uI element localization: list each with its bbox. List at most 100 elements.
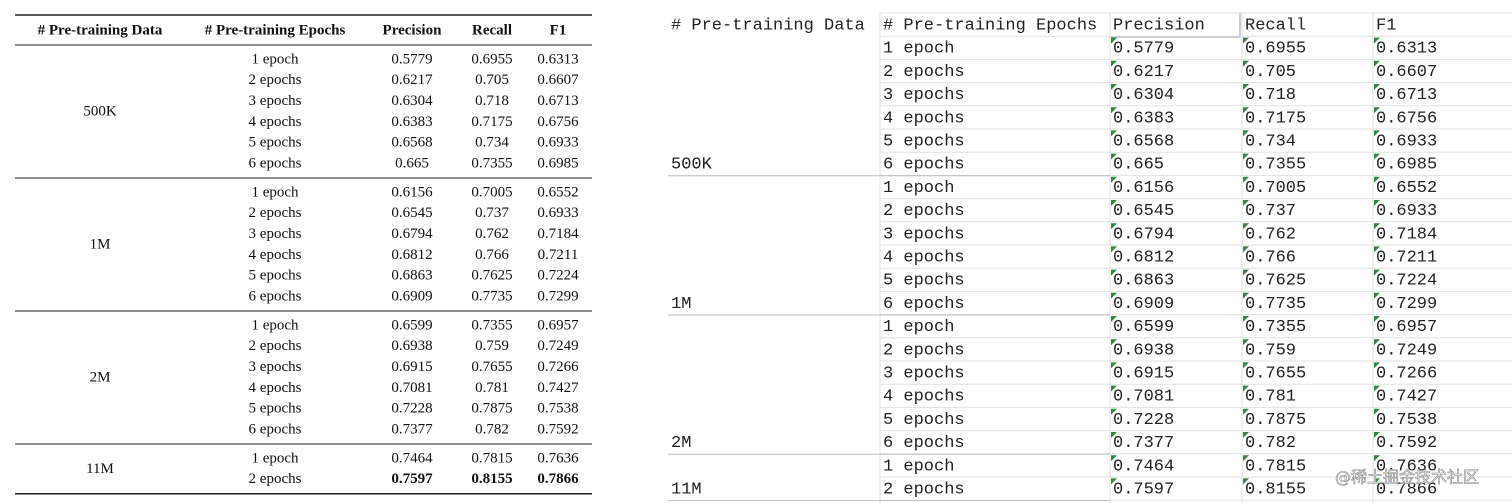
text-number-flag: [1243, 223, 1249, 230]
cell: 0.766: [475, 247, 509, 263]
text-number-flag: [1111, 339, 1117, 346]
sheet-group-label: 1M: [671, 295, 691, 314]
text-number-flag: [1111, 223, 1117, 230]
sheet-cell: 0.6957: [1376, 318, 1437, 337]
text-number-flag: [1111, 432, 1117, 438]
cell: 0.7875: [471, 401, 512, 417]
cell: 0.7592: [537, 421, 578, 437]
sheet-cell: 0.7355: [1245, 156, 1306, 175]
sheet-cell: 2 epochs: [883, 202, 965, 221]
cell: 0.7377: [391, 421, 433, 437]
cell: 0.7355: [471, 317, 512, 333]
sheet-cell: 0.6915: [1113, 364, 1174, 383]
cell: 0.6545: [391, 205, 432, 221]
sheet-cell: 0.7249: [1376, 341, 1437, 360]
sheet-cell: 0.7875: [1245, 411, 1306, 430]
header-cell: Recall: [472, 22, 512, 38]
group-label: 2M: [90, 369, 111, 385]
sheet-cell: 0.762: [1245, 225, 1296, 244]
sheet-cell: 1 epoch: [883, 318, 954, 337]
sheet-group-label: 500K: [671, 156, 713, 175]
sheet-cell: 1 epoch: [883, 179, 954, 198]
text-number-flag: [1111, 316, 1117, 322]
text-number-flag: [1374, 292, 1380, 299]
text-number-flag: [1374, 269, 1380, 276]
cell: 0.7636: [537, 450, 579, 466]
cell: 1 epoch: [251, 184, 299, 200]
cell: 0.7464: [391, 450, 433, 466]
text-number-flag: [1111, 385, 1117, 392]
text-number-flag: [1243, 37, 1249, 44]
text-number-flag: [1111, 269, 1117, 276]
sheet-cell: 0.6552: [1376, 179, 1437, 198]
cell: 5 epochs: [249, 268, 302, 284]
sheet-cell: 1 epoch: [883, 40, 954, 59]
text-number-flag: [1243, 269, 1249, 276]
sheet-cell: 0.7866: [1376, 480, 1437, 499]
sheet-cell: 0.705: [1245, 63, 1296, 82]
sheet-cell: 6 epochs: [883, 156, 965, 175]
sheet-cell: 0.6955: [1245, 40, 1306, 59]
sheet-cell: 0.7815: [1245, 457, 1306, 476]
text-number-flag: [1111, 153, 1117, 160]
sheet-cell: 3 epochs: [883, 364, 965, 383]
text-number-flag: [1374, 153, 1380, 160]
cell: 0.6933: [537, 135, 578, 151]
cell: 0.6313: [537, 51, 578, 67]
sheet-cell: 4 epochs: [883, 388, 965, 407]
sheet-cell: 0.7355: [1245, 318, 1306, 337]
cell: 0.6607: [537, 72, 579, 88]
sheet-cell: 0.7184: [1376, 225, 1437, 244]
text-number-flag: [1111, 130, 1117, 137]
cell: 0.665: [395, 155, 429, 171]
header-cell: # Pre-training Epochs: [205, 22, 346, 38]
text-number-flag: [1374, 339, 1380, 346]
text-number-flag: [1243, 107, 1249, 114]
header-cell: # Pre-training Data: [38, 22, 163, 38]
text-number-flag: [1111, 292, 1117, 299]
text-number-flag: [1243, 176, 1249, 183]
text-number-flag: [1243, 246, 1249, 253]
cell: 0.759: [475, 338, 509, 354]
sheet-cell: 0.6383: [1113, 109, 1174, 128]
cell: 3 epochs: [249, 226, 302, 242]
cell: 0.7081: [391, 380, 432, 396]
sheet-cell: 0.737: [1245, 202, 1296, 221]
sheet-cell: 2 epochs: [883, 480, 965, 499]
text-number-flag: [1374, 478, 1380, 485]
cell: 0.6933: [537, 205, 578, 221]
sheet-cell: 0.6985: [1376, 156, 1437, 175]
sheet-cell: 6 epochs: [883, 295, 965, 314]
text-number-flag: [1243, 153, 1249, 160]
text-number-flag: [1374, 60, 1380, 67]
sheet-cell: 0.6794: [1113, 225, 1174, 244]
sheet-cell: 6 epochs: [883, 434, 965, 453]
sheet-cell: 0.6313: [1376, 40, 1437, 59]
text-number-flag: [1111, 408, 1117, 415]
cell: 0.6217: [391, 72, 433, 88]
cell: 0.7625: [471, 268, 512, 284]
sheet-cell: 0.7597: [1113, 480, 1174, 499]
text-number-flag: [1111, 478, 1117, 485]
text-number-flag: [1374, 246, 1380, 253]
cell: 3 epochs: [249, 93, 302, 109]
cell: 0.7266: [537, 359, 579, 375]
cell: 0.6599: [391, 317, 432, 333]
sheet-cell: 0.665: [1113, 156, 1164, 175]
sheet-cell: 4 epochs: [883, 109, 965, 128]
text-number-flag: [1374, 223, 1380, 230]
text-number-flag: [1243, 408, 1249, 415]
header-cell: Precision: [383, 22, 443, 38]
text-number-flag: [1243, 84, 1249, 90]
sheet-cell: 0.6909: [1113, 295, 1174, 314]
cell: 0.718: [475, 93, 509, 109]
cell: 2 epochs: [249, 205, 302, 221]
text-number-flag: [1111, 176, 1117, 183]
cell: 0.6915: [391, 359, 432, 375]
cell: 0.737: [475, 205, 509, 221]
text-number-flag: [1243, 478, 1249, 485]
group-label: 500K: [83, 103, 117, 119]
cell: 0.7597: [391, 471, 433, 487]
cell: 0.781: [475, 380, 509, 396]
